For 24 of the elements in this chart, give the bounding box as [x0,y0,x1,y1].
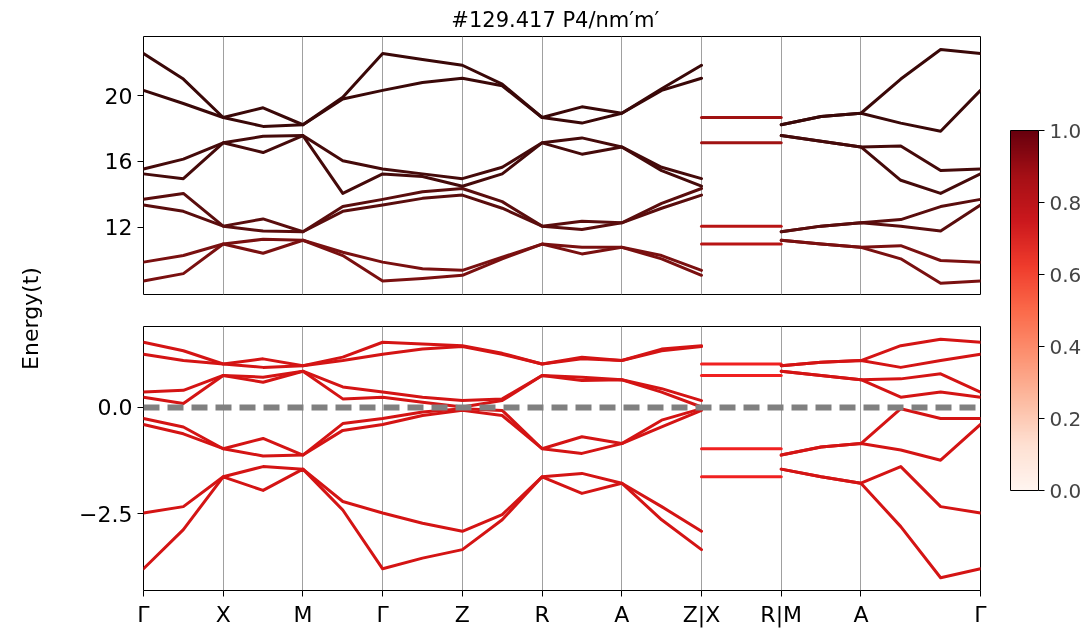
color-bar-label: 1.0 [1049,118,1082,143]
x-tick-label: Γ [376,601,390,627]
x-tick-label: Z [454,601,470,627]
y-tick-label: 0.0 [97,395,133,421]
y-tick-label: −2.5 [79,501,133,527]
color-bar-label: 0.0 [1049,478,1082,503]
x-tick-label: A [853,601,869,627]
x-tick-label: R|M [760,601,803,628]
x-tick-label: Γ [137,601,151,627]
color-bar-label: 0.6 [1049,262,1082,287]
x-tick-label: M [293,601,313,627]
x-tick-label: R [534,601,550,627]
color-bar-label: 0.8 [1049,190,1082,215]
x-tick-label: Z|X [682,601,721,628]
y-axis-title: Energy(t) [18,267,43,370]
x-tick-label: X [215,601,231,627]
y-tick-label: 12 [104,215,133,241]
x-tick-label: Γ [974,601,988,627]
y-tick-label: 16 [104,149,133,175]
color-bar-label: 0.4 [1049,334,1082,359]
x-tick-label: A [614,601,630,627]
color-bar-label: 0.2 [1049,406,1082,431]
y-tick-label: 20 [104,83,133,109]
chart-title: #129.417 P4/nm′m′ [451,7,660,32]
